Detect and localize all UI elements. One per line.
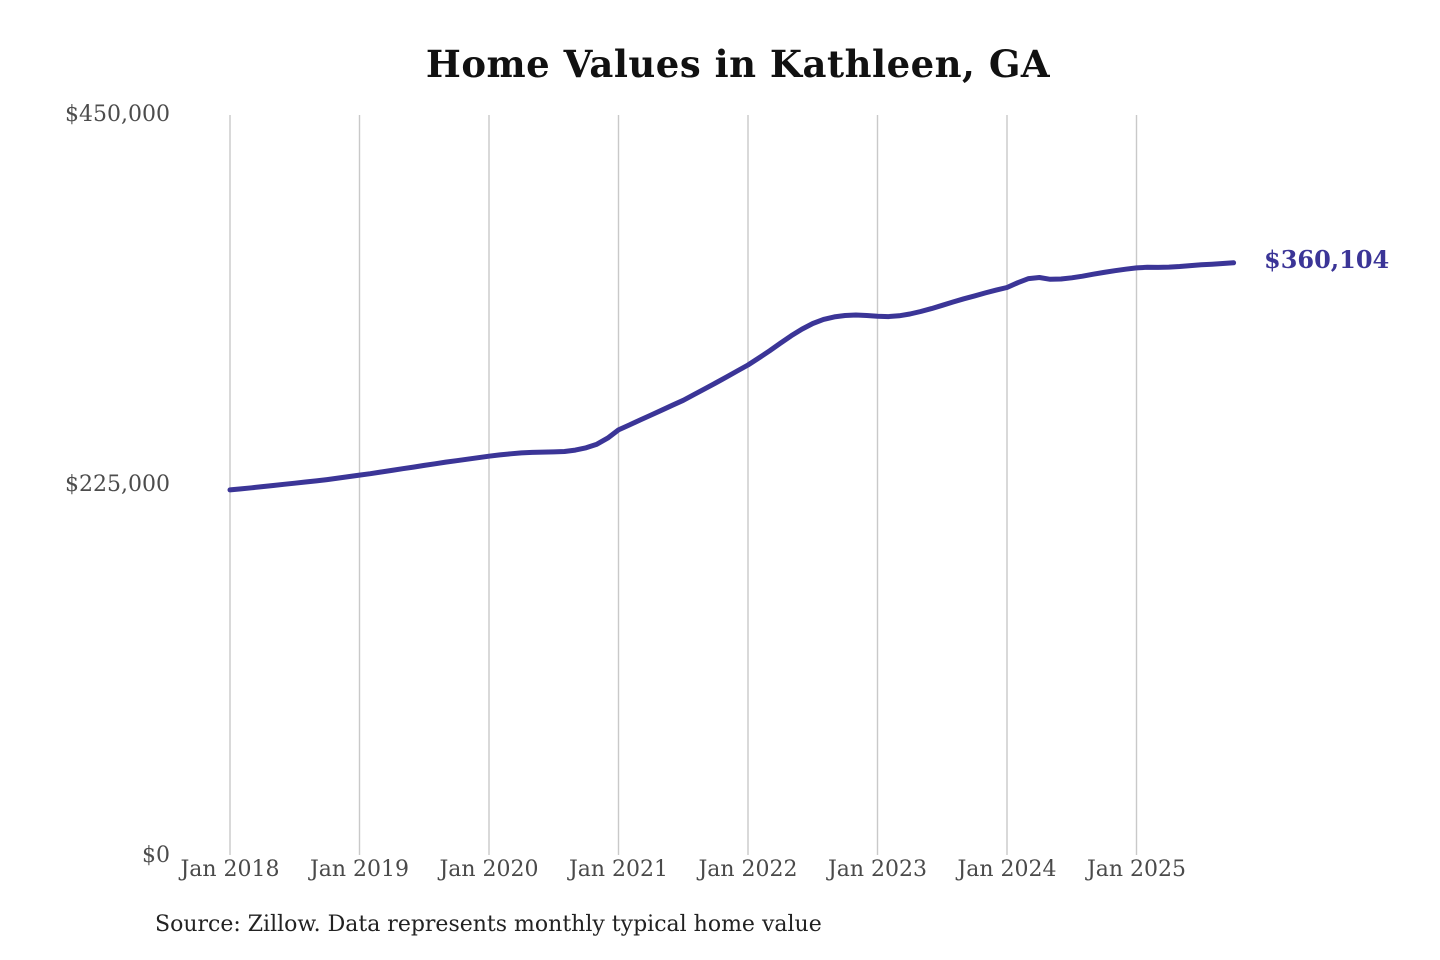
x-axis-label: Jan 2024 [957,857,1057,882]
x-axis-label: Jan 2021 [568,857,669,882]
x-axis-label: Jan 2023 [827,857,928,882]
x-axis-label: Jan 2025 [1086,857,1187,882]
x-axis-label: Jan 2020 [439,857,539,882]
x-axis-label: Jan 2022 [698,857,798,882]
x-axis-label: Jan 2019 [309,857,410,882]
source-note: Source: Zillow. Data represents monthly … [155,912,822,937]
y-axis-label-225000: $225,000 [65,472,170,497]
latest-value-label: $360,104 [1264,245,1390,274]
chart-title: Home Values in Kathleen, GA [425,42,1051,86]
home-value-line [227,260,1237,493]
x-axis-label: Jan 2018 [180,857,280,882]
y-axis-label-0: $0 [142,843,170,868]
y-axis-label-450000: $450,000 [65,102,170,127]
